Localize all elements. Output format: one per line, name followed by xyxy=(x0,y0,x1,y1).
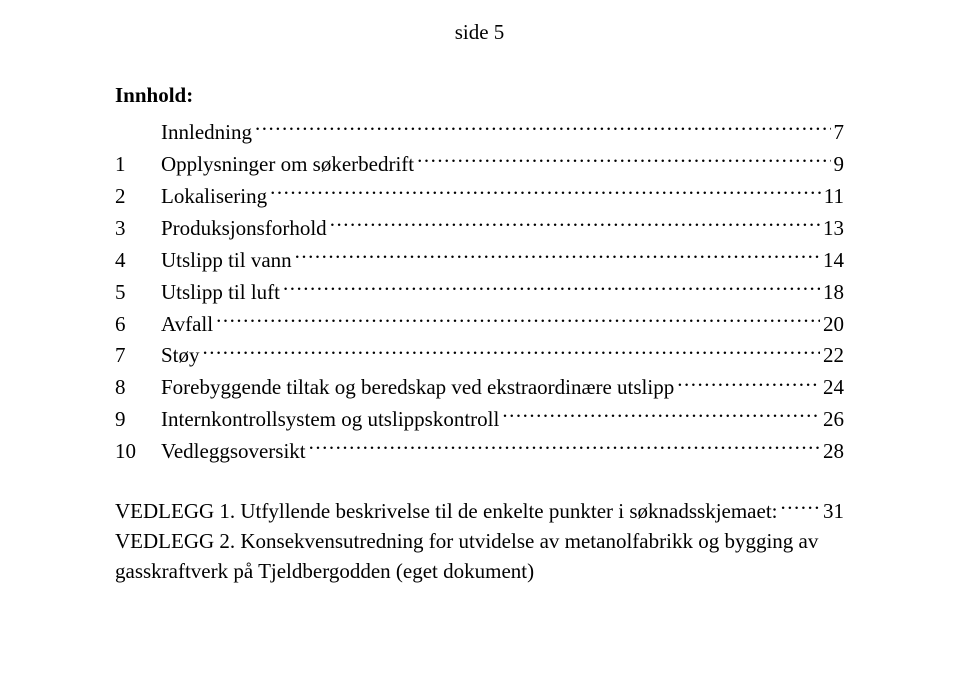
toc-leader xyxy=(502,403,820,426)
toc-row: 6 Avfall 20 xyxy=(115,307,844,339)
toc-number: 6 xyxy=(115,310,161,340)
toc-heading: Innhold: xyxy=(115,83,844,108)
toc-page: 22 xyxy=(823,341,844,371)
toc-row: 7 Støy 22 xyxy=(115,339,844,371)
toc-leader xyxy=(270,180,821,203)
toc-page: 14 xyxy=(823,246,844,276)
toc-number: 7 xyxy=(115,341,161,371)
toc-row: Innledning 7 xyxy=(115,116,844,148)
toc-title: Produksjonsforhold xyxy=(161,214,327,244)
toc-row: 10 Vedleggsoversikt 28 xyxy=(115,435,844,467)
toc-number: 4 xyxy=(115,246,161,276)
toc-leader xyxy=(781,495,821,518)
page-label: side 5 xyxy=(115,20,844,45)
toc-title: Utslipp til luft xyxy=(161,278,280,308)
toc-row: 2 Lokalisering 11 xyxy=(115,180,844,212)
toc-leader xyxy=(216,307,820,330)
toc-leader xyxy=(283,276,820,299)
toc-number: 9 xyxy=(115,405,161,435)
toc-number: 2 xyxy=(115,182,161,212)
toc-list: Innledning 7 1 Opplysninger om søkerbedr… xyxy=(115,116,844,587)
toc-title: Avfall xyxy=(161,310,213,340)
toc-leader xyxy=(309,435,820,458)
toc-page: 7 xyxy=(834,118,845,148)
appendix-tail: gasskraftverk på Tjeldbergodden (eget do… xyxy=(115,557,844,587)
appendix-block: VEDLEGG 1. Utfyllende beskrivelse til de… xyxy=(115,495,844,587)
toc-row: 4 Utslipp til vann 14 xyxy=(115,244,844,276)
toc-row: 9 Internkontrollsystem og utslippskontro… xyxy=(115,403,844,435)
toc-title: Lokalisering xyxy=(161,182,267,212)
toc-page: 26 xyxy=(823,405,844,435)
toc-page: 24 xyxy=(823,373,844,403)
toc-row: 1 Opplysninger om søkerbedrift 9 xyxy=(115,148,844,180)
appendix-row: VEDLEGG 2. Konsekvensutredning for utvid… xyxy=(115,527,844,557)
toc-number: 3 xyxy=(115,214,161,244)
toc-page: 13 xyxy=(823,214,844,244)
document-page: side 5 Innhold: Innledning 7 1 Opplysnin… xyxy=(0,0,959,674)
toc-number: 1 xyxy=(115,150,161,180)
toc-title: Innledning xyxy=(161,118,252,148)
toc-page: 18 xyxy=(823,278,844,308)
toc-page: 31 xyxy=(823,497,844,527)
toc-number: 5 xyxy=(115,278,161,308)
toc-leader xyxy=(203,339,820,362)
toc-number: 10 xyxy=(115,437,161,467)
toc-page: 11 xyxy=(824,182,844,212)
toc-leader xyxy=(677,371,820,394)
toc-row: 5 Utslipp til luft 18 xyxy=(115,276,844,308)
toc-title: Forebyggende tiltak og beredskap ved eks… xyxy=(161,373,674,403)
appendix-title: VEDLEGG 2. Konsekvensutredning for utvid… xyxy=(115,529,818,553)
toc-page: 28 xyxy=(823,437,844,467)
toc-row: 8 Forebyggende tiltak og beredskap ved e… xyxy=(115,371,844,403)
toc-row: 3 Produksjonsforhold 13 xyxy=(115,212,844,244)
toc-title: Opplysninger om søkerbedrift xyxy=(161,150,414,180)
toc-title: Utslipp til vann xyxy=(161,246,292,276)
toc-leader xyxy=(417,148,830,171)
toc-title: Vedleggsoversikt xyxy=(161,437,306,467)
toc-leader xyxy=(330,212,820,235)
toc-number: 8 xyxy=(115,373,161,403)
appendix-row: VEDLEGG 1. Utfyllende beskrivelse til de… xyxy=(115,495,844,527)
toc-leader xyxy=(255,116,831,139)
toc-title: Internkontrollsystem og utslippskontroll xyxy=(161,405,499,435)
appendix-title: VEDLEGG 1. Utfyllende beskrivelse til de… xyxy=(115,497,778,527)
toc-page: 9 xyxy=(834,150,845,180)
toc-leader xyxy=(295,244,820,267)
toc-page: 20 xyxy=(823,310,844,340)
toc-title: Støy xyxy=(161,341,200,371)
